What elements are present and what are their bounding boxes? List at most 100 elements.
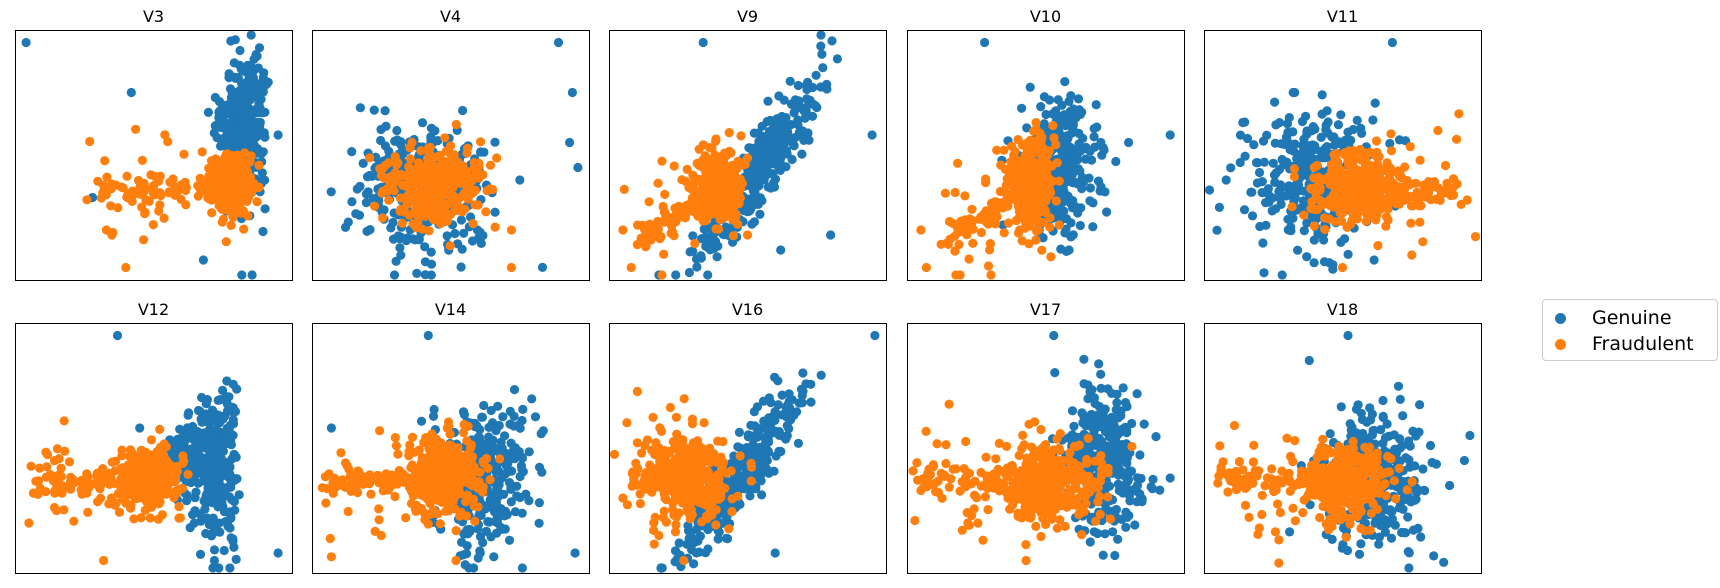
data-point: [235, 45, 245, 56]
data-point: [763, 161, 773, 171]
data-point: [1025, 82, 1035, 92]
data-point: [474, 173, 484, 183]
data-point: [964, 254, 974, 264]
data-point: [782, 128, 792, 138]
data-point: [1336, 189, 1346, 199]
data-point: [1330, 134, 1340, 144]
data-point: [224, 392, 234, 402]
data-point: [694, 208, 704, 218]
data-point: [146, 170, 156, 180]
data-point: [793, 80, 803, 91]
data-point: [1277, 270, 1287, 280]
data-point: [1418, 237, 1428, 247]
data-point: [1257, 177, 1267, 187]
data-point: [983, 261, 994, 271]
data-point: [49, 456, 60, 466]
data-point: [753, 155, 763, 165]
data-point: [1214, 202, 1224, 212]
data-point: [145, 513, 155, 523]
data-point: [1440, 160, 1451, 171]
data-point: [226, 533, 236, 543]
data-point: [446, 209, 456, 219]
data-point: [517, 563, 528, 573]
data-point: [1336, 110, 1346, 120]
data-point: [225, 132, 235, 143]
data-point: [1395, 170, 1405, 180]
data-point: [458, 407, 469, 417]
data-point: [1285, 139, 1295, 149]
data-point: [1307, 197, 1317, 207]
data-point: [1268, 158, 1278, 168]
data-point: [1084, 173, 1094, 183]
data-point: [192, 426, 202, 437]
data-point: [999, 228, 1009, 238]
data-point: [478, 537, 488, 548]
data-point: [1034, 197, 1044, 207]
data-point: [203, 176, 213, 186]
data-point: [1378, 198, 1388, 208]
data-point: [34, 476, 44, 486]
data-point: [954, 239, 964, 250]
data-point: [231, 202, 241, 212]
data-point: [477, 412, 487, 422]
data-point: [181, 200, 191, 210]
data-point: [817, 49, 827, 59]
data-point: [1448, 174, 1459, 184]
data-point: [633, 220, 643, 230]
data-point: [1024, 239, 1034, 249]
data-point: [800, 113, 810, 123]
data-point: [237, 270, 247, 280]
data-point: [491, 426, 501, 436]
data-point: [1372, 204, 1382, 214]
data-point: [807, 111, 818, 121]
data-point: [1323, 172, 1333, 182]
data-point: [981, 206, 991, 216]
data-point: [940, 188, 951, 198]
data-point: [960, 191, 970, 201]
data-point: [1452, 134, 1462, 144]
data-point: [1239, 205, 1250, 215]
data-point: [1068, 230, 1078, 240]
data-point: [1357, 206, 1367, 216]
data-point: [148, 187, 158, 197]
data-point: [440, 133, 450, 143]
data-point: [469, 187, 479, 197]
data-point: [1454, 109, 1464, 119]
data-point: [1075, 220, 1085, 231]
data-point: [1342, 222, 1352, 232]
data-point: [713, 224, 724, 234]
data-point: [458, 105, 468, 116]
data-point: [649, 223, 659, 233]
data-point: [59, 505, 69, 515]
data-point: [1352, 179, 1362, 190]
data-point: [1039, 120, 1049, 130]
data-point: [1099, 145, 1109, 155]
data-point: [231, 554, 241, 565]
series-fraudulent: [365, 119, 516, 273]
data-point: [435, 519, 445, 529]
data-point: [131, 455, 142, 465]
data-point: [435, 152, 445, 162]
data-point: [1060, 77, 1070, 87]
data-point: [106, 201, 116, 211]
data-point: [867, 130, 877, 140]
data-point: [198, 255, 208, 265]
data-point: [157, 510, 167, 520]
data-point: [669, 231, 679, 241]
data-point: [220, 429, 231, 439]
data-point: [492, 528, 502, 538]
data-point: [1320, 224, 1330, 235]
data-point: [457, 207, 467, 217]
data-point: [242, 101, 252, 111]
data-point: [258, 226, 268, 237]
panel-title: V3: [143, 7, 164, 26]
data-point: [365, 225, 375, 235]
data-point: [506, 438, 516, 448]
plot-area: [21, 30, 283, 280]
data-point: [1049, 109, 1059, 120]
data-point: [326, 187, 336, 197]
data-point: [738, 205, 749, 215]
data-point: [778, 149, 789, 159]
data-point: [478, 482, 488, 492]
data-point: [438, 198, 448, 208]
